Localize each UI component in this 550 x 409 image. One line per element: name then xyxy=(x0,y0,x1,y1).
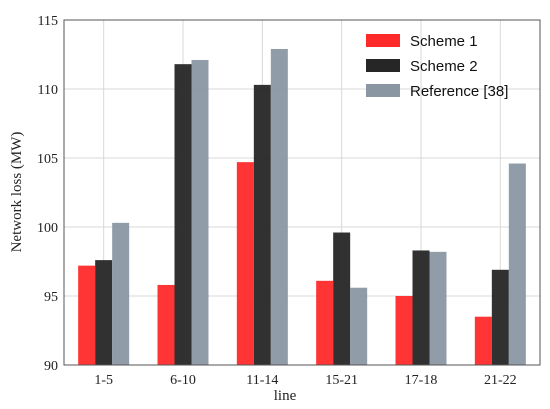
x-tick-labels: 1-5 6-10 11-14 15-21 17-18 21-22 xyxy=(94,373,516,388)
y-tick-label: 90 xyxy=(44,359,58,374)
y-tick-labels: 90 95 100 105 110 115 xyxy=(37,14,58,374)
bar-3-21-22 xyxy=(508,163,526,365)
bar-3-15-21 xyxy=(350,287,368,365)
bar-3-17-18 xyxy=(429,251,447,365)
legend-swatch xyxy=(366,84,400,97)
bars-layer xyxy=(78,48,526,366)
bar-3-6-10 xyxy=(191,60,209,366)
y-tick-label: 115 xyxy=(38,14,58,29)
plot-frame xyxy=(63,19,541,366)
y-axis-label: Network loss (MW) xyxy=(9,132,25,253)
bar-2-15-21 xyxy=(333,232,351,365)
bar-1-1-5 xyxy=(78,265,96,365)
bar-2-11-14 xyxy=(253,84,271,366)
bar-1-6-10 xyxy=(157,284,175,365)
legend-label: Reference [38] xyxy=(410,83,508,100)
y-tick-label: 100 xyxy=(37,221,58,236)
legend-label: Scheme 2 xyxy=(410,58,478,75)
y-tick-label: 110 xyxy=(38,83,58,98)
x-tick-label: 17-18 xyxy=(405,373,438,388)
y-tick-label: 105 xyxy=(37,152,58,167)
bar-1-21-22 xyxy=(474,316,492,365)
legend: Scheme 1 Scheme 2 Reference [38] xyxy=(366,33,508,100)
bar-3-1-5 xyxy=(112,222,130,365)
bar-2-6-10 xyxy=(174,64,192,365)
bar-3-11-14 xyxy=(270,48,288,365)
legend-swatch xyxy=(366,34,400,47)
y-tick-label: 95 xyxy=(44,290,58,305)
bar-1-17-18 xyxy=(395,296,413,365)
bar-1-11-14 xyxy=(236,162,254,365)
bar-1-15-21 xyxy=(316,280,334,365)
x-tick-label: 11-14 xyxy=(246,373,278,388)
bar-2-1-5 xyxy=(95,260,113,365)
x-axis-label: line xyxy=(274,388,297,404)
legend-swatch xyxy=(366,59,400,72)
x-tick-label: 6-10 xyxy=(170,373,196,388)
bar-2-21-22 xyxy=(491,269,509,365)
legend-label: Scheme 1 xyxy=(410,33,478,50)
x-tick-label: 21-22 xyxy=(484,373,517,388)
x-tick-label: 15-21 xyxy=(325,373,358,388)
x-tick-label: 1-5 xyxy=(94,373,113,388)
bar-2-17-18 xyxy=(412,250,430,365)
